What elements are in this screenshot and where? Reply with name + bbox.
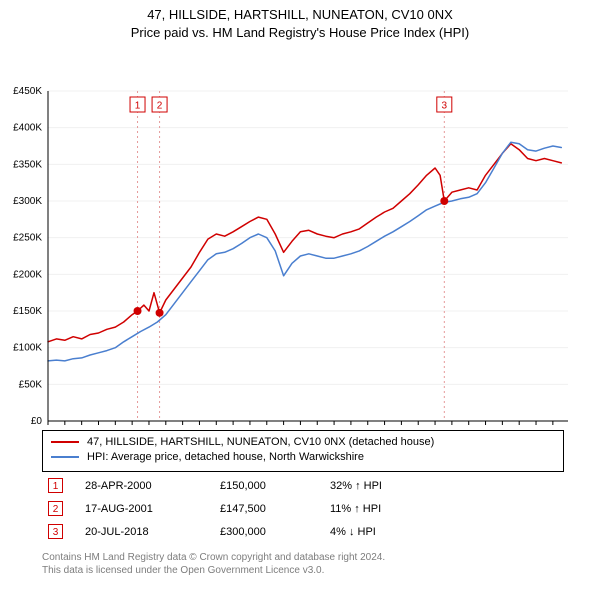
sale-row-date: 28-APR-2000 — [85, 480, 220, 492]
legend: 47, HILLSIDE, HARTSHILL, NUNEATON, CV10 … — [42, 430, 564, 472]
legend-row: 47, HILLSIDE, HARTSHILL, NUNEATON, CV10 … — [51, 435, 555, 450]
y-tick-label: £400K — [13, 123, 42, 134]
sale-marker-dot — [440, 197, 448, 205]
y-tick-label: £50K — [19, 379, 43, 390]
y-tick-label: £350K — [13, 159, 42, 170]
sales-table: 1 28-APR-2000£150,00032% ↑ HPI 2 17-AUG-200… — [42, 474, 564, 543]
sale-row-price: £147,500 — [220, 503, 330, 515]
sale-row-marker: 3 — [48, 524, 63, 539]
legend-swatch — [51, 441, 79, 443]
y-tick-label: £100K — [13, 343, 42, 354]
sale-row-diff: 32% ↑ HPI — [330, 480, 558, 492]
legend-swatch — [51, 456, 79, 458]
series-price_paid — [48, 144, 561, 342]
sale-row: 3 20-JUL-2018£300,0004% ↓ HPI — [42, 520, 564, 543]
footer-note: Contains HM Land Registry data © Crown c… — [42, 552, 564, 577]
sale-row-date: 20-JUL-2018 — [85, 526, 220, 538]
legend-label: 47, HILLSIDE, HARTSHILL, NUNEATON, CV10 … — [87, 435, 434, 450]
y-tick-label: £150K — [13, 306, 42, 317]
sale-marker-dot — [156, 309, 164, 317]
legend-row: HPI: Average price, detached house, Nort… — [51, 450, 555, 465]
y-tick-label: £200K — [13, 269, 42, 280]
sale-marker-dot — [134, 307, 142, 315]
series-hpi — [48, 142, 561, 361]
title-line-1: 47, HILLSIDE, HARTSHILL, NUNEATON, CV10 … — [0, 6, 600, 24]
sale-row-price: £150,000 — [220, 480, 330, 492]
sale-row-price: £300,000 — [220, 526, 330, 538]
sale-row: 1 28-APR-2000£150,00032% ↑ HPI — [42, 474, 564, 497]
sale-row: 2 17-AUG-2001£147,50011% ↑ HPI — [42, 497, 564, 520]
title-block: 47, HILLSIDE, HARTSHILL, NUNEATON, CV10 … — [0, 0, 600, 41]
sale-marker-number: 2 — [157, 101, 163, 112]
footer-line-2: This data is licensed under the Open Gov… — [42, 565, 564, 578]
chart-container: 47, HILLSIDE, HARTSHILL, NUNEATON, CV10 … — [0, 0, 600, 590]
footer-line-1: Contains HM Land Registry data © Crown c… — [42, 552, 564, 565]
line-chart: £0 £50K £100K £150K £200K £250K £300K £350K £400… — [0, 41, 600, 429]
y-tick-label: £250K — [13, 233, 42, 244]
sale-marker-number: 3 — [442, 101, 448, 112]
y-tick-label: £300K — [13, 196, 42, 207]
title-line-2: Price paid vs. HM Land Registry's House … — [0, 24, 600, 42]
sale-row-marker: 2 — [48, 501, 63, 516]
legend-label: HPI: Average price, detached house, Nort… — [87, 450, 364, 465]
sale-marker-number: 1 — [135, 101, 141, 112]
sale-row-diff: 11% ↑ HPI — [330, 503, 558, 515]
sale-row-date: 17-AUG-2001 — [85, 503, 220, 515]
y-tick-label: £450K — [13, 86, 42, 97]
sale-row-diff: 4% ↓ HPI — [330, 526, 558, 538]
sale-row-marker: 1 — [48, 478, 63, 493]
y-tick-label: £0 — [31, 416, 43, 427]
